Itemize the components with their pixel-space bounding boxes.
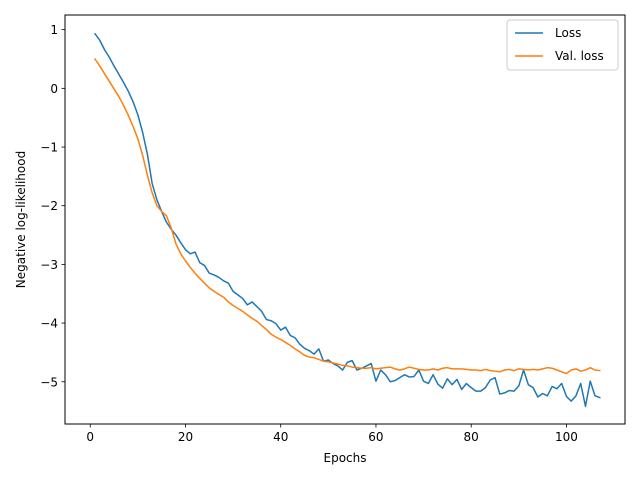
x-tick-label: 20 bbox=[178, 430, 193, 444]
y-tick-label: −3 bbox=[40, 258, 58, 272]
legend-label-loss: Loss bbox=[555, 26, 581, 40]
series-layer bbox=[93, 32, 601, 408]
legend-label-val-loss: Val. loss bbox=[555, 49, 604, 63]
y-tick-label: 1 bbox=[50, 23, 58, 37]
y-tick-label: −2 bbox=[40, 199, 58, 213]
legend: Loss Val. loss bbox=[506, 19, 619, 71]
x-tick-label: 40 bbox=[273, 430, 288, 444]
y-axis: 1 0 −1 −2 −3 −4 −5 bbox=[40, 23, 65, 389]
y-tick-label: −1 bbox=[40, 141, 58, 155]
series-line-val-loss bbox=[93, 57, 601, 375]
y-tick-label: −5 bbox=[40, 375, 58, 389]
x-axis: 0 20 40 60 80 100 bbox=[86, 424, 578, 444]
plot-area bbox=[65, 15, 625, 424]
y-axis-label: Negative log-likelihood bbox=[14, 151, 28, 288]
x-tick-label: 0 bbox=[86, 430, 94, 444]
x-tick-label: 60 bbox=[368, 430, 383, 444]
series-line-loss bbox=[93, 32, 601, 408]
plot-frame bbox=[64, 14, 626, 425]
x-tick-label: 100 bbox=[555, 430, 578, 444]
y-tick-label: −4 bbox=[40, 317, 58, 331]
x-axis-label: Epochs bbox=[324, 451, 367, 465]
x-tick-label: 80 bbox=[464, 430, 479, 444]
y-tick-label: 0 bbox=[50, 82, 58, 96]
